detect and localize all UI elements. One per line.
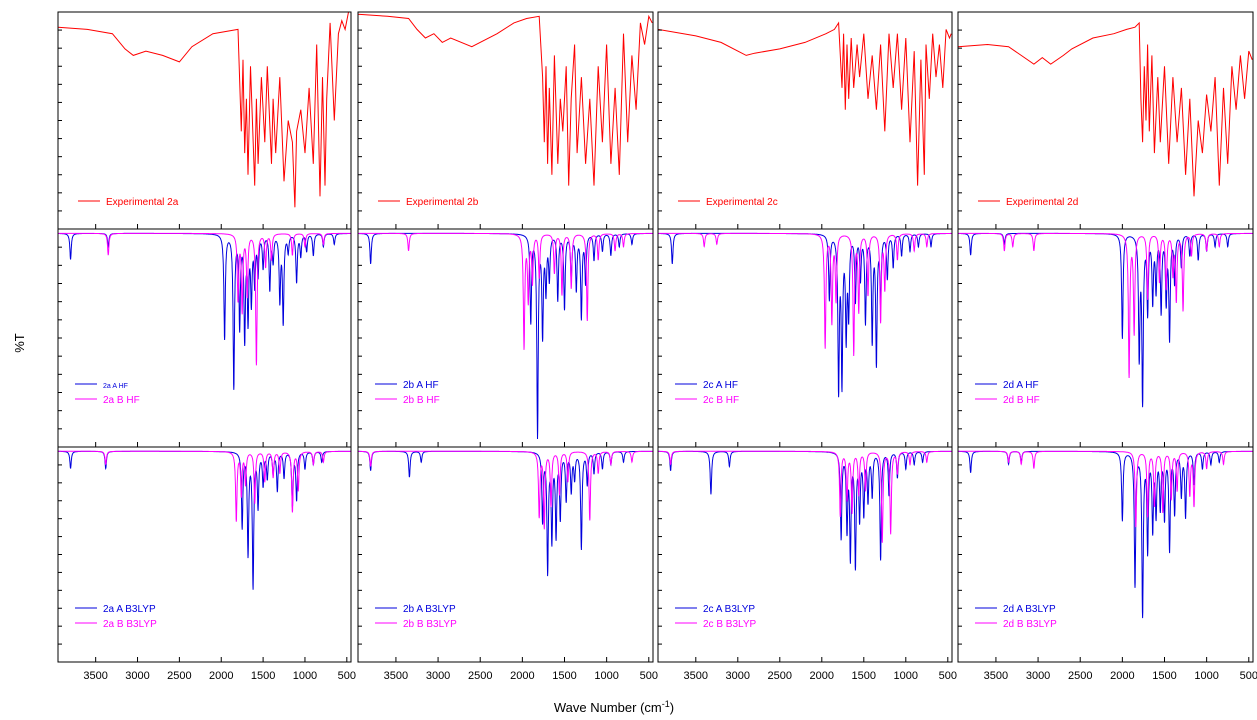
spectrum-line-2d-b-b3lyp bbox=[958, 450, 1253, 528]
spectrum-line-2a-b-b3lyp bbox=[58, 450, 351, 522]
legend-label-experimental: Experimental 2a bbox=[106, 197, 179, 208]
legend-label-2d-b-b3lyp: 2d B B3LYP bbox=[1003, 619, 1057, 630]
spectrum-line-2c-b-hf bbox=[658, 232, 952, 357]
x-axis: 3500 3000 2500 2000 1500 1000 500 3500 3000 2500 2… bbox=[83, 670, 1257, 682]
legend-label-2d-b-hf: 2d B HF bbox=[1003, 395, 1040, 406]
legend-label-2c-a-b3lyp: 2c A B3LYP bbox=[703, 604, 755, 615]
x-tick-label: 500 bbox=[939, 670, 957, 682]
spectrum-line-experimental-2a bbox=[58, 12, 351, 208]
x-tick-label: 2000 bbox=[209, 670, 233, 682]
panel-frame-r0-c2 bbox=[657, 11, 953, 230]
x-tick-label: 2500 bbox=[167, 670, 191, 682]
spectrum-line-2b-a-b3lyp bbox=[358, 450, 653, 577]
legend-label-2a-a-b3lyp: 2a A B3LYP bbox=[103, 604, 156, 615]
x-tick-label: 3000 bbox=[426, 670, 450, 682]
spectrum-line-2a-b-hf bbox=[58, 232, 351, 366]
legend-label-2d-a-hf: 2d A HF bbox=[1003, 380, 1039, 391]
legend-label-experimental: Experimental 2b bbox=[406, 197, 479, 208]
legend-label-2a-b-hf: 2a B HF bbox=[103, 395, 140, 406]
x-tick-label: 2000 bbox=[510, 670, 534, 682]
x-tick-label: 2000 bbox=[1110, 670, 1134, 682]
x-tick-label: 1000 bbox=[894, 670, 918, 682]
x-tick-label: 1000 bbox=[1194, 670, 1218, 682]
spectrum-line-experimental-2d bbox=[958, 21, 1253, 197]
spectrum-line-2a-a-b3lyp bbox=[58, 450, 351, 590]
x-tick-label: 2500 bbox=[468, 670, 492, 682]
panel-frame-r0-c3 bbox=[957, 11, 1254, 230]
legend-label-2b-b-b3lyp: 2b B B3LYP bbox=[403, 619, 457, 630]
x-axis-label-text: Wave Number (cm bbox=[554, 700, 662, 715]
spectrum-line-2d-a-b3lyp bbox=[958, 450, 1253, 619]
legend-label-experimental: Experimental 2d bbox=[1006, 197, 1078, 208]
x-tick-label: 3000 bbox=[726, 670, 750, 682]
legend-label-2b-a-hf: 2b A HF bbox=[403, 380, 439, 391]
x-axis-label: Wave Number (cm-1) bbox=[554, 699, 674, 715]
x-tick-label: 3500 bbox=[984, 670, 1008, 682]
x-tick-label: 500 bbox=[640, 670, 658, 682]
x-tick-label: 3500 bbox=[83, 670, 107, 682]
x-tick-label: 500 bbox=[338, 670, 356, 682]
legend-label-2c-b-hf: 2c B HF bbox=[703, 395, 739, 406]
panel-frame-r0-c1 bbox=[357, 11, 654, 230]
legend-label-2b-b-hf: 2b B HF bbox=[403, 395, 440, 406]
x-tick-label: 1000 bbox=[594, 670, 618, 682]
panel-frame-r1-c3 bbox=[957, 228, 1254, 448]
legend-label-experimental: Experimental 2c bbox=[706, 197, 778, 208]
panel-frame-r1-c0 bbox=[57, 228, 352, 448]
spectrum-line-2c-a-b3lyp bbox=[658, 450, 952, 571]
legends: Experimental 2a Experimental 2b Experiment… bbox=[75, 197, 1078, 630]
spectrum-line-2c-a-hf bbox=[658, 232, 952, 398]
x-tick-label: 1500 bbox=[1152, 670, 1176, 682]
x-tick-label: 3500 bbox=[384, 670, 408, 682]
legend-label-2a-a-hf: 2a A HF bbox=[103, 383, 128, 390]
x-tick-label: 3000 bbox=[125, 670, 149, 682]
x-axis-label-superscript: -1 bbox=[662, 699, 670, 709]
legend-label-2d-a-b3lyp: 2d A B3LYP bbox=[1003, 604, 1056, 615]
x-tick-label: 3500 bbox=[684, 670, 708, 682]
spectrum-line-experimental-2c bbox=[658, 21, 952, 186]
x-tick-label: 1500 bbox=[852, 670, 876, 682]
x-tick-label: 1500 bbox=[251, 670, 275, 682]
legend-label-2b-a-b3lyp: 2b A B3LYP bbox=[403, 604, 456, 615]
legend-label-2c-b-b3lyp: 2c B B3LYP bbox=[703, 619, 757, 630]
spectrum-line-2b-b-b3lyp bbox=[358, 450, 653, 530]
panel-frame-r1-c2 bbox=[657, 228, 953, 448]
spectrum-line-2a-a-hf bbox=[58, 232, 351, 390]
x-tick-label: 2500 bbox=[768, 670, 792, 682]
panel-frames bbox=[57, 11, 1254, 663]
spectra-curves bbox=[58, 12, 1253, 619]
spectrum-line-experimental-2b bbox=[358, 13, 653, 186]
spectrum-line-2d-b-hf bbox=[958, 232, 1253, 379]
legend-label-2c-a-hf: 2c A HF bbox=[703, 380, 738, 391]
legend-label-2a-b-b3lyp: 2a B B3LYP bbox=[103, 619, 157, 630]
y-axis-label: %T bbox=[12, 333, 27, 353]
x-tick-label: 2000 bbox=[810, 670, 834, 682]
panel-frame-r2-c0 bbox=[57, 446, 352, 663]
spectrum-line-2b-b-hf bbox=[358, 232, 653, 350]
x-tick-label: 1500 bbox=[552, 670, 576, 682]
x-tick-label: 500 bbox=[1240, 670, 1257, 682]
x-tick-label: 1000 bbox=[293, 670, 317, 682]
spectrum-line-2b-a-hf bbox=[358, 232, 653, 440]
spectrum-line-2c-b-b3lyp bbox=[658, 450, 952, 543]
x-tick-label: 2500 bbox=[1068, 670, 1092, 682]
x-axis-label-close: ) bbox=[670, 700, 674, 715]
x-tick-label: 3000 bbox=[1026, 670, 1050, 682]
panel-frame-r1-c1 bbox=[357, 228, 654, 448]
